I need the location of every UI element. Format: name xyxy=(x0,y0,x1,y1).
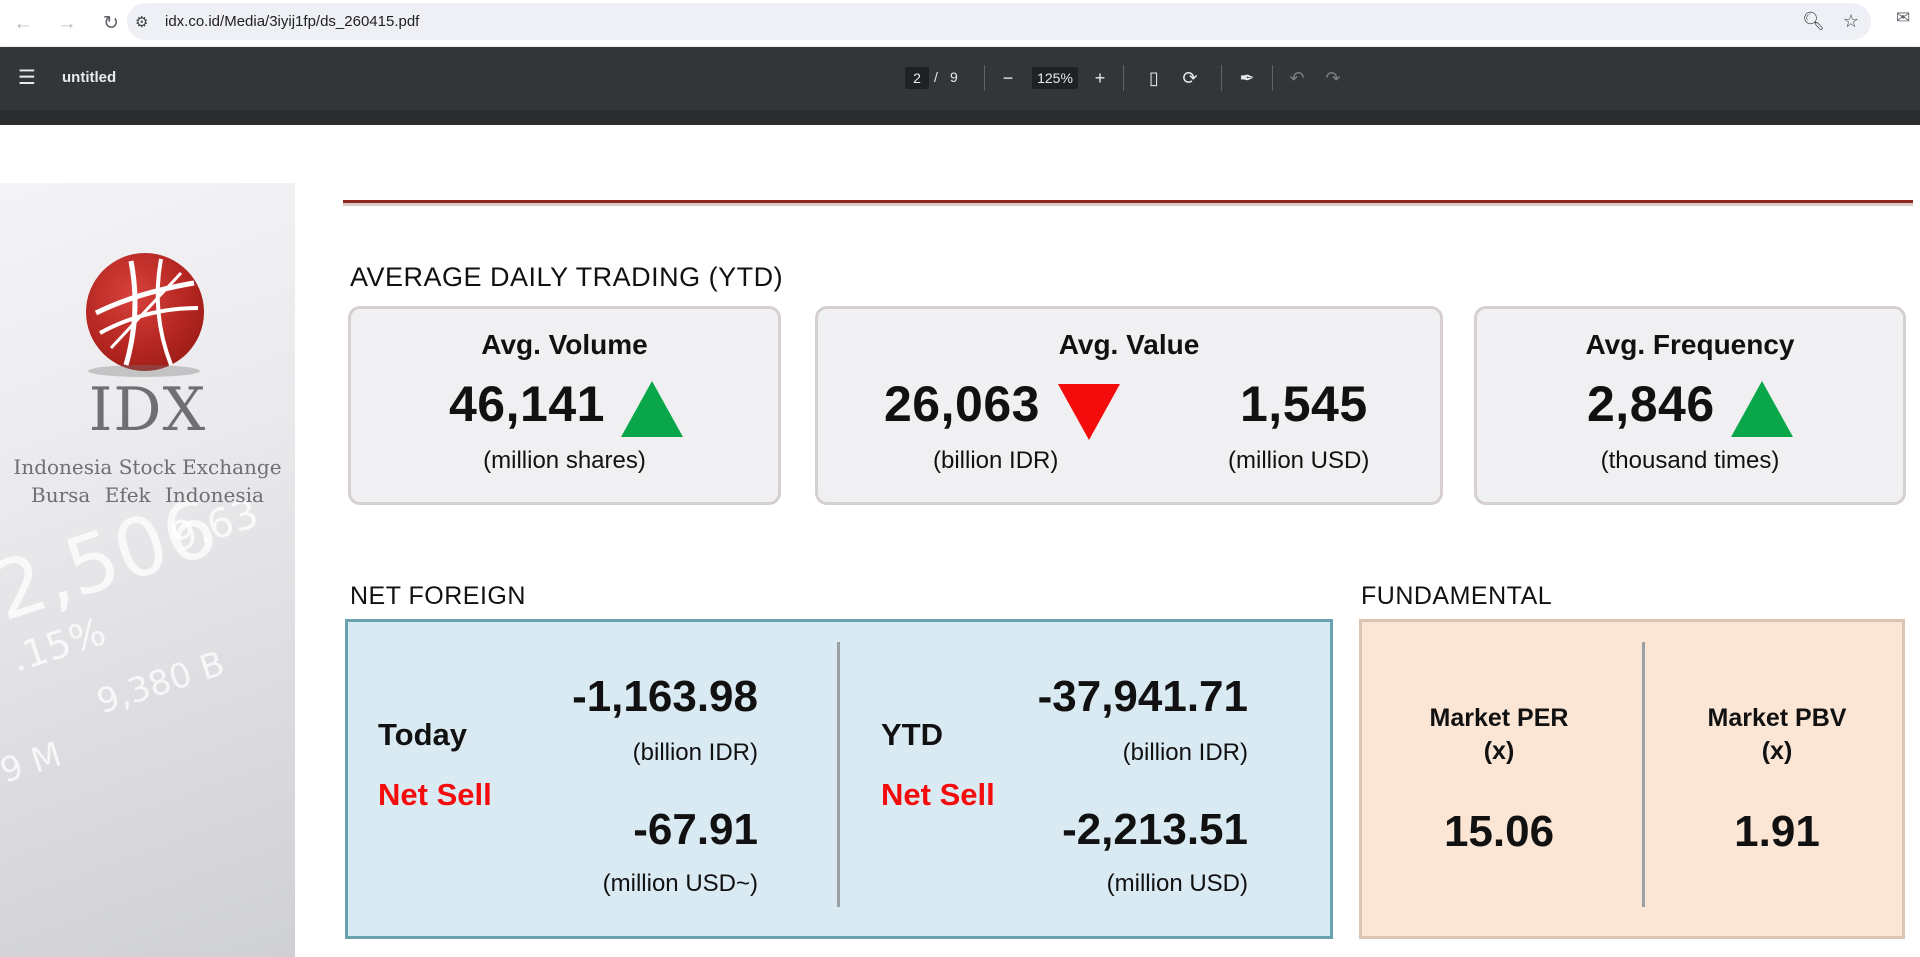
section-title-fundamental: FUNDAMENTAL xyxy=(1361,582,1553,610)
page-total: 9 xyxy=(950,69,958,85)
url-text[interactable]: idx.co.id/Media/3iyij1fp/ds_260415.pdf xyxy=(165,13,420,30)
market-pbv-label-text: Market PBV xyxy=(1707,704,1847,732)
toolbar-divider xyxy=(1272,65,1273,91)
zoom-input[interactable]: 125% xyxy=(1032,67,1078,89)
avg-frequency-unit: (thousand times) xyxy=(1600,447,1780,474)
market-pbv-value: 1.91 xyxy=(1734,807,1820,856)
market-per-value: 15.06 xyxy=(1443,807,1555,856)
trend-up-icon xyxy=(621,381,683,437)
trend-up-icon xyxy=(1731,381,1793,437)
avg-volume-label: Avg. Volume xyxy=(481,329,648,360)
pdf-toolbar: ☰ untitled 2 / 9 − 125% + ▯ ⟳ ✒ ↶ ↷ xyxy=(0,47,1920,110)
bookmark-star-icon[interactable]: ☆ xyxy=(1842,11,1859,31)
avg-value-idr-unit: (billion IDR) xyxy=(933,447,1059,474)
market-per-unit: (x) xyxy=(1483,737,1515,765)
toolbar-divider xyxy=(1221,65,1222,91)
background-decoration: 9 M xyxy=(0,734,67,792)
avg-value-label: Avg. Value xyxy=(1058,329,1200,360)
avg-volume-value: 46,141 xyxy=(449,376,605,432)
extension-mail-icon[interactable]: ✉ xyxy=(1895,8,1911,27)
today-idr-value: -1,163.98 xyxy=(572,672,758,721)
avg-value-idr: 26,063 xyxy=(884,376,1040,432)
annotate-pen-icon[interactable]: ✒ xyxy=(1239,68,1255,88)
page-number-input[interactable]: 2 xyxy=(905,67,929,89)
zoom-in-icon[interactable]: + xyxy=(1094,68,1106,88)
brand-sidebar: 2,506 9.63 .15% 9,380 B 9 M IDX Indonesi… xyxy=(0,183,295,957)
today-usd-unit: (million USD~) xyxy=(602,870,758,897)
market-per-label: Market PER (x) xyxy=(1379,702,1619,768)
avg-frequency-value: 2,846 xyxy=(1587,376,1715,432)
today-status: Net Sell xyxy=(378,777,492,812)
market-per-label-text: Market PER xyxy=(1429,704,1569,732)
logo-shadow xyxy=(88,365,200,377)
menu-icon[interactable]: ☰ xyxy=(18,67,36,89)
ytd-idr-unit: (billion IDR) xyxy=(1122,739,1248,766)
logo-brand-text: IDX xyxy=(88,375,207,445)
rotate-icon[interactable]: ⟳ xyxy=(1182,68,1198,88)
avg-volume-unit: (million shares) xyxy=(483,447,646,474)
fundamental-panel: Market PER (x) 15.06 Market PBV (x) 1.91 xyxy=(1359,619,1905,939)
ytd-status: Net Sell xyxy=(881,777,995,812)
avg-value-card: Avg. Value 26,063 (billion IDR) 1,545 (m… xyxy=(815,306,1443,505)
background-decoration: 9,380 B xyxy=(92,643,230,723)
fit-page-icon[interactable]: ▯ xyxy=(1149,68,1159,88)
address-bar[interactable]: ⚙ idx.co.id/Media/3iyij1fp/ds_260415.pdf… xyxy=(127,3,1871,40)
panel-divider xyxy=(1642,642,1645,907)
logo-tagline-english: Indonesia Stock Exchange xyxy=(13,455,282,479)
avg-value-usd: 1,545 xyxy=(1240,376,1368,432)
toolbar-divider xyxy=(984,65,985,91)
reload-icon[interactable]: ↻ xyxy=(103,13,119,34)
zoom-magnifier-icon[interactable]: 🔍︎ xyxy=(1802,11,1825,31)
ytd-usd-unit: (million USD) xyxy=(1106,870,1248,897)
zoom-out-icon[interactable]: − xyxy=(1002,68,1014,88)
ytd-usd-value: -2,213.51 xyxy=(1062,805,1248,854)
page-top-band xyxy=(0,110,1920,125)
idx-logo-icon xyxy=(86,253,204,371)
market-pbv-unit: (x) xyxy=(1761,737,1793,765)
page-separator: / xyxy=(934,69,938,85)
redo-icon[interactable]: ↷ xyxy=(1325,68,1341,88)
avg-value-usd-unit: (million USD) xyxy=(1228,447,1370,474)
document-title: untitled xyxy=(62,69,117,86)
site-info-icon[interactable]: ⚙ xyxy=(135,13,149,31)
avg-frequency-card: Avg. Frequency 2,846 (thousand times) xyxy=(1474,306,1906,505)
today-label: Today xyxy=(378,717,467,752)
trend-down-icon xyxy=(1058,384,1120,440)
ytd-label: YTD xyxy=(881,717,943,752)
ytd-idr-value: -37,941.71 xyxy=(1037,672,1248,721)
undo-icon[interactable]: ↶ xyxy=(1289,68,1305,88)
toolbar-divider xyxy=(1123,65,1124,91)
back-arrow-icon[interactable]: ← xyxy=(13,12,33,34)
market-pbv-label: Market PBV (x) xyxy=(1657,702,1897,768)
today-idr-unit: (billion IDR) xyxy=(632,739,758,766)
logo-tagline-indonesian: Bursa Efek Indonesia xyxy=(31,483,264,507)
browser-toolbar: ← → ↻ ⚙ idx.co.id/Media/3iyij1fp/ds_2604… xyxy=(0,0,1920,47)
forward-arrow-icon[interactable]: → xyxy=(57,12,77,34)
avg-volume-card: Avg. Volume 46,141 (million shares) xyxy=(348,306,781,505)
avg-frequency-label: Avg. Frequency xyxy=(1585,329,1795,360)
today-usd-value: -67.91 xyxy=(633,805,758,854)
net-foreign-panel: Today Net Sell -1,163.98 (billion IDR) -… xyxy=(345,619,1333,939)
pdf-page: 2,506 9.63 .15% 9,380 B 9 M IDX Indonesi… xyxy=(0,110,1920,957)
section-title-average-daily-trading: AVERAGE DAILY TRADING (YTD) xyxy=(350,262,784,292)
header-rule xyxy=(343,200,1913,203)
section-title-net-foreign: NET FOREIGN xyxy=(350,582,526,610)
panel-divider xyxy=(837,642,840,907)
